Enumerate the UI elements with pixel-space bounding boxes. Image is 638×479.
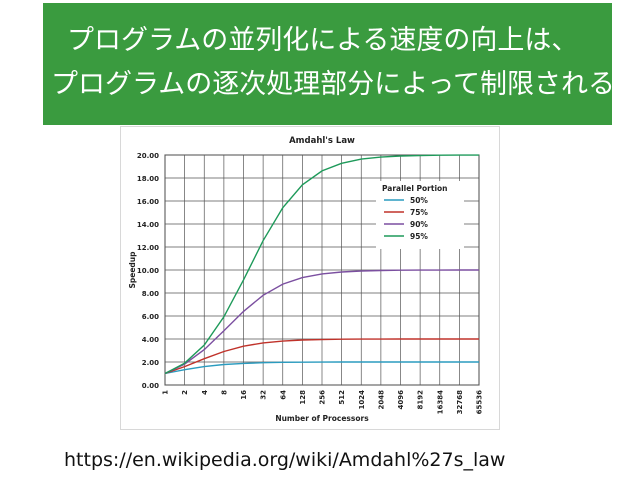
y-tick-label: 10.00 bbox=[137, 267, 159, 275]
legend-label: 75% bbox=[410, 208, 428, 217]
x-tick-label: 128 bbox=[299, 390, 307, 405]
legend-title: Parallel Portion bbox=[382, 184, 448, 193]
x-tick-label: 1024 bbox=[358, 390, 366, 410]
x-tick-label: 16384 bbox=[436, 390, 444, 414]
x-tick-label: 65536 bbox=[476, 390, 484, 414]
title-banner: プログラムの並列化による速度の向上は、 プログラムの逐次処理部分によって制限され… bbox=[43, 3, 615, 125]
series-line-50pct bbox=[164, 361, 479, 375]
x-tick-label: 64 bbox=[279, 390, 287, 400]
legend-label: 95% bbox=[410, 232, 428, 241]
banner-line-1: プログラムの並列化による速度の向上は、 bbox=[67, 25, 579, 56]
x-tick-label: 16 bbox=[240, 390, 248, 400]
x-tick-label: 1 bbox=[162, 390, 170, 395]
x-tick-label: 2 bbox=[181, 390, 189, 395]
y-tick-label: 0.00 bbox=[142, 382, 159, 390]
y-tick-label: 8.00 bbox=[142, 290, 159, 298]
x-tick-label: 256 bbox=[319, 390, 327, 405]
legend-box bbox=[376, 181, 464, 249]
x-axis-label: Number of Processors bbox=[275, 414, 369, 423]
banner-line-2: プログラムの逐次処理部分によって制限される bbox=[51, 69, 616, 100]
x-tick-label: 32768 bbox=[456, 390, 464, 414]
x-tick-label: 512 bbox=[338, 390, 346, 405]
y-tick-label: 6.00 bbox=[142, 313, 159, 321]
x-tick-label: 2048 bbox=[377, 390, 385, 410]
x-tick-label: 8192 bbox=[417, 390, 425, 410]
y-tick-label: 4.00 bbox=[142, 336, 159, 344]
y-tick-label: 16.00 bbox=[137, 198, 159, 206]
legend-label: 50% bbox=[410, 196, 428, 205]
y-tick-label: 14.00 bbox=[137, 221, 159, 229]
x-tick-label: 4 bbox=[201, 390, 209, 395]
series-line-95pct bbox=[164, 154, 479, 375]
chart-title: Amdahl's Law bbox=[289, 136, 355, 146]
y-tick-label: 20.00 bbox=[137, 152, 159, 160]
legend-label: 90% bbox=[410, 220, 428, 229]
y-axis-label: Speedup bbox=[128, 251, 137, 289]
series-line-75pct bbox=[164, 338, 479, 375]
amdahl-chart: 0.00 2.00 4.00 6.00 8.00 10.00 12.00 14.00 16.00… bbox=[128, 136, 484, 423]
series-line-90pct bbox=[164, 269, 479, 375]
x-tick-label: 32 bbox=[260, 390, 268, 400]
y-tick-label: 18.00 bbox=[137, 175, 159, 183]
y-tick-label: 2.00 bbox=[142, 359, 159, 367]
x-tick-label: 8 bbox=[220, 390, 228, 395]
x-tick-label: 4096 bbox=[397, 390, 405, 410]
y-tick-label: 12.00 bbox=[137, 244, 159, 252]
chart-card: 0.00 2.00 4.00 6.00 8.00 10.00 12.00 14.00 16.00… bbox=[120, 126, 500, 430]
source-url[interactable]: https://en.wikipedia.org/wiki/Amdahl%27s… bbox=[64, 449, 506, 471]
